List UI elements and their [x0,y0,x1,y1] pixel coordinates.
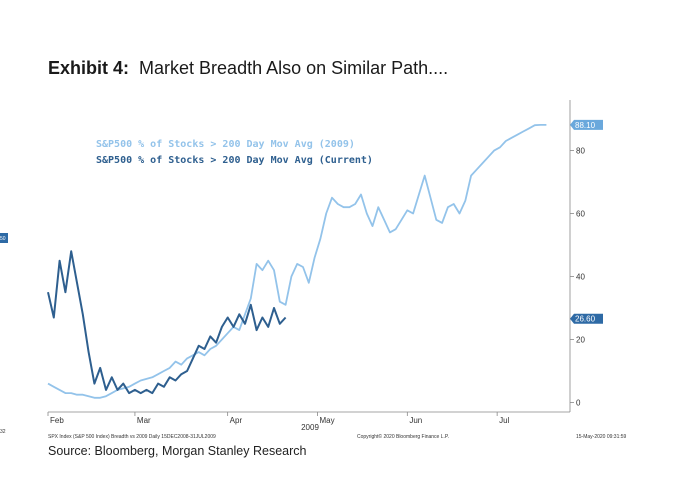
x-tick-label: Jul [499,416,509,425]
footer-center: Copyright© 2020 Bloomberg Finance L.P. [357,433,449,440]
legend-series-current: S&P500 % of Stocks > 200 Day Mov Avg (Cu… [96,155,373,166]
footer-right: 15-May-2020 09:31:59 [576,434,627,440]
y-tick-label: 80 [576,146,585,155]
y-tick-label: 40 [576,272,585,281]
badge-current-box [570,313,603,324]
y-tick-label: 20 [576,336,585,345]
series-2009-line [47,124,547,399]
x-year-label: 2009 [301,423,319,432]
legend-series-2009: S&P500 % of Stocks > 200 Day Mov Avg (20… [96,139,355,150]
x-tick-label: Apr [230,416,243,425]
edge-badge-label: 50 [0,236,6,242]
badge-current-label: 26.60 [575,315,596,324]
y-tick-label: 0 [576,399,581,408]
source-note: Source: Bloomberg, Morgan Stanley Resear… [48,444,307,458]
x-tick-label: May [319,416,334,425]
badge-2009-label: 88.10 [575,121,596,130]
exhibit-label: Exhibit 4: [48,58,130,78]
y-tick-label: 60 [576,209,585,218]
edge-small-label: 32 [0,429,6,435]
exhibit-heading: Market Breadth Also on Similar Path.... [139,58,449,78]
x-tick-label: Feb [50,416,64,425]
edge-badge [0,233,8,243]
exhibit-title: Exhibit 4: Market Breadth Also on Simila… [48,58,448,79]
x-tick-label: Jun [409,416,422,425]
badge-2009-box [570,119,603,130]
series-current-line [47,250,287,395]
footer-left: SPX Index (S&P 500 Index) Breadth vs 200… [48,434,216,440]
x-tick-label: Mar [137,416,151,425]
